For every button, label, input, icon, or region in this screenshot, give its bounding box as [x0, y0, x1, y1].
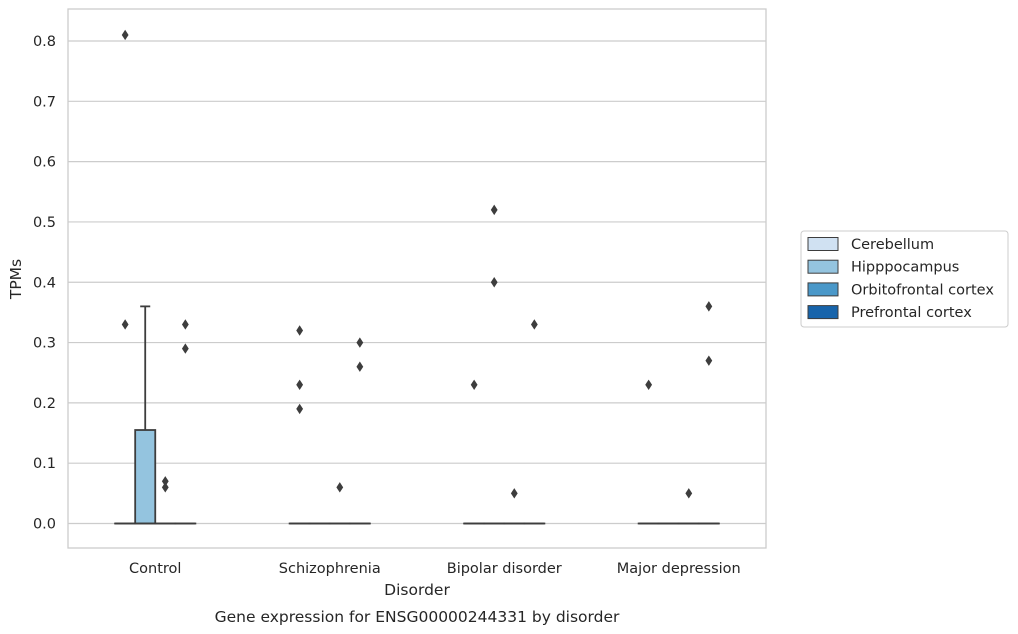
y-tick-label: 0.0 [33, 517, 56, 533]
outlier-point [510, 488, 518, 499]
outlier-point [181, 343, 189, 354]
plot-frame [67, 8, 767, 549]
outlier-point [296, 403, 304, 415]
box-hipppocampus [134, 305, 157, 525]
outlier-point [121, 29, 129, 41]
x-tick-labels: Control Schizophrenia Bipolar disorder Majo… [129, 561, 741, 577]
outlier-point [161, 476, 169, 487]
outlier-point [645, 379, 653, 390]
y-tick-label: 0.8 [33, 34, 56, 50]
outlier-point [296, 325, 304, 336]
x-tick-label: Major depression [617, 561, 741, 577]
y-tick-label: 0.2 [33, 396, 56, 412]
x-tick-label: Control [129, 561, 181, 577]
y-tick-label: 0.4 [33, 275, 56, 291]
outliers [121, 29, 713, 499]
legend-label: Prefrontal cortex [851, 305, 972, 321]
outlier-point [530, 319, 538, 330]
x-axis-label: Disorder [384, 581, 450, 599]
legend-frame [800, 230, 1009, 328]
y-tick-label: 0.5 [33, 215, 56, 231]
y-tick-label: 0.7 [33, 94, 56, 110]
legend-swatch [807, 259, 839, 274]
outlier-point [356, 337, 364, 348]
x-tick-label: Bipolar disorder [447, 561, 562, 577]
boxes [114, 305, 720, 525]
outlier-point [161, 482, 169, 493]
box [134, 429, 157, 525]
legend-swatch [807, 305, 839, 320]
y-tick-label: 0.1 [33, 456, 56, 472]
outlier-point [356, 361, 364, 372]
outlier-point [490, 204, 498, 216]
legend-label: Hipppocampus [851, 260, 959, 276]
y-axis-label: TPMs [7, 259, 25, 300]
legend-swatch [807, 237, 839, 251]
grid-lines [68, 40, 766, 525]
outlier-point [705, 355, 713, 366]
outlier-point [685, 488, 693, 499]
legend-label: Orbitofrontal cortex [851, 282, 994, 298]
outlier-point [181, 319, 189, 330]
y-tick-label: 0.3 [33, 336, 56, 352]
outlier-point [121, 319, 129, 330]
legend-label: Cerebellum [851, 237, 934, 253]
x-tick-label: Schizophrenia [279, 561, 381, 577]
y-tick-labels: 0.0 0.1 0.2 0.3 0.4 0.5 0.6 0.7 0.8 [33, 34, 56, 533]
outlier-point [296, 379, 304, 390]
outlier-point [336, 482, 344, 493]
legend: Cerebellum Hipppocampus Orbitofrontal cort… [800, 230, 1009, 328]
outlier-point [490, 277, 498, 288]
outlier-point [705, 301, 713, 312]
outlier-point [470, 379, 478, 390]
legend-swatch [807, 282, 839, 297]
chart-caption: Gene expression for ENSG00000244331 by d… [215, 608, 620, 626]
y-tick-label: 0.6 [33, 155, 56, 171]
